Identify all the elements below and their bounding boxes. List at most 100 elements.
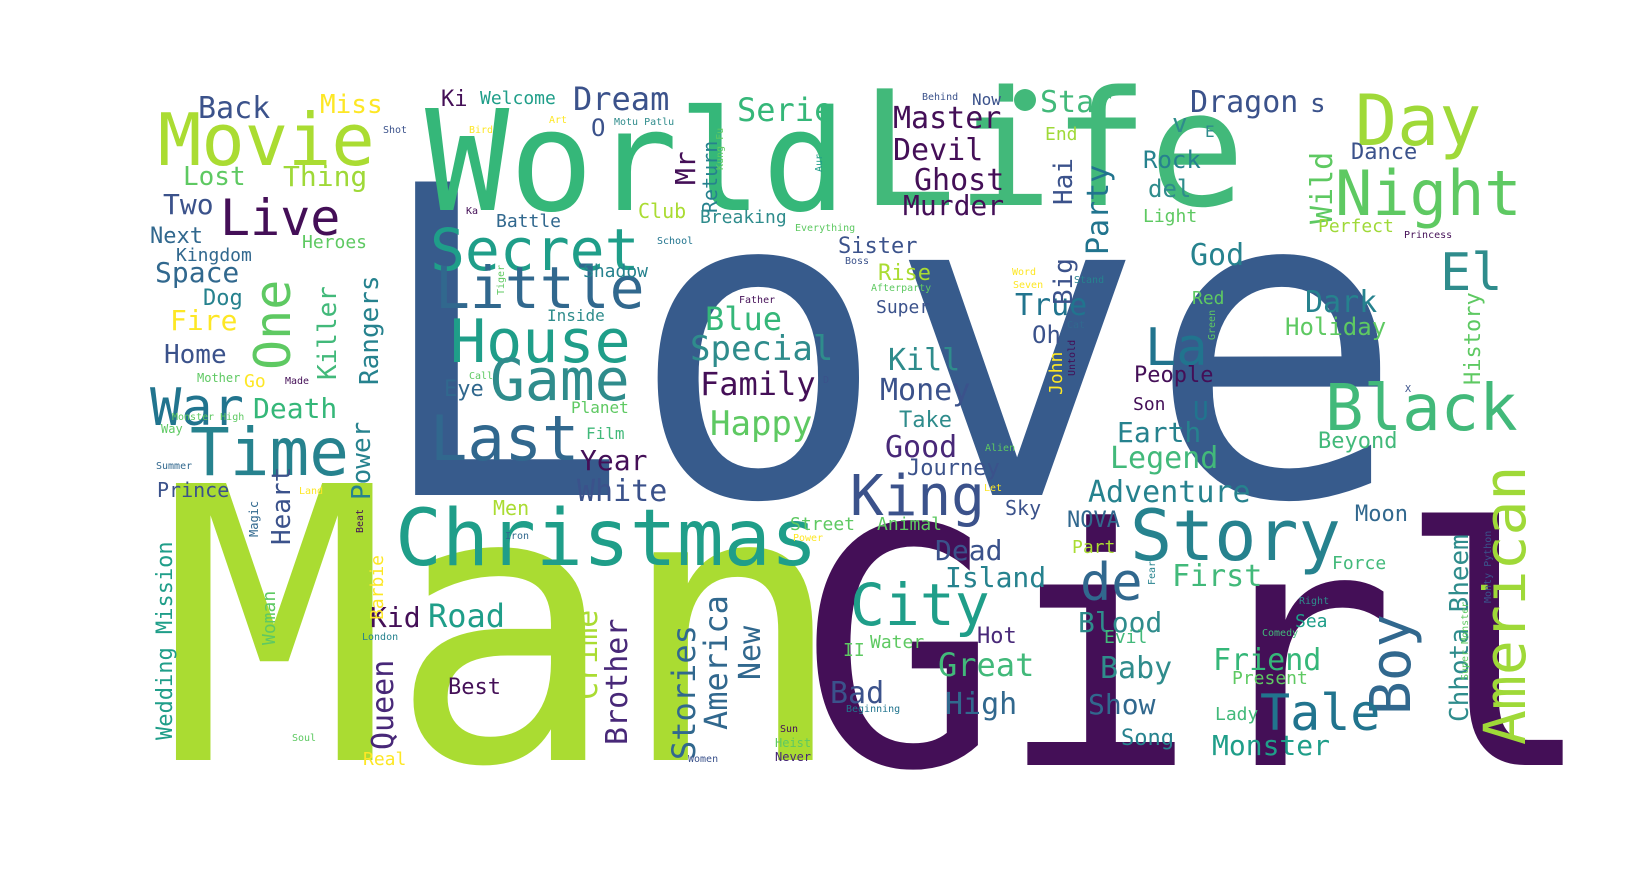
word-queen: Queen — [366, 660, 401, 750]
word-summer: Summer — [156, 461, 192, 472]
word-great: Great — [938, 646, 1034, 684]
word-sister: Sister — [838, 234, 917, 259]
word-adventure: Adventure — [1088, 475, 1251, 510]
word-boss: Boss — [845, 256, 869, 267]
word-kill: Kill — [888, 343, 960, 378]
word-beat: Beat — [355, 509, 366, 533]
word-year: Year — [580, 444, 647, 477]
word-wedding-mission: Wedding Mission — [153, 541, 178, 740]
word-devil: Devil — [893, 133, 983, 168]
word-call: Call — [469, 371, 493, 382]
word-de: de — [1080, 553, 1143, 613]
word-ii: II — [843, 640, 865, 661]
word-high: High — [945, 687, 1017, 722]
word-dragon: Dragon — [1190, 85, 1298, 120]
word-son: Son — [1133, 394, 1166, 415]
word-next: Next — [150, 224, 203, 249]
word-chhota-bheem: Chhota Bheem — [1445, 534, 1475, 722]
word-road: Road — [428, 597, 505, 635]
word-holiday: Holiday — [1285, 313, 1386, 341]
word-beyond: Beyond — [1318, 429, 1397, 454]
word-ki: Ki — [441, 87, 468, 112]
word-made: Made — [285, 376, 309, 387]
word-seven: Seven — [1013, 280, 1043, 291]
word-true: True — [1015, 288, 1087, 323]
word-london: London — [362, 632, 398, 643]
word-white: White — [577, 474, 667, 509]
word-right: Right — [1299, 596, 1329, 607]
word-star: Star — [1040, 85, 1112, 120]
word-ghost: Ghost — [914, 163, 1004, 198]
word-crime: Crime — [570, 610, 605, 700]
word-s: s — [1310, 89, 1326, 119]
word-moon: Moon — [1355, 502, 1408, 527]
word-home: Home — [164, 340, 227, 370]
word-oh: Oh — [1032, 321, 1061, 349]
word-el: El — [1440, 243, 1503, 303]
word-behind: Behind — [922, 92, 958, 103]
word-dream: Dream — [573, 80, 669, 118]
word-school: School — [657, 236, 693, 247]
word-evil: Evil — [1104, 627, 1147, 648]
word-shadow: Shadow — [583, 261, 648, 282]
word-island: Island — [945, 561, 1046, 594]
word-earth: Earth — [1117, 416, 1201, 449]
word-party: Party — [1081, 165, 1116, 255]
word-best: Best — [448, 675, 501, 700]
word-time: Time — [190, 414, 349, 491]
word-aur: Aur — [814, 154, 825, 172]
word-girl: Girl — [800, 459, 1595, 843]
word-journey: Journey — [907, 456, 1000, 481]
word-u: U — [1193, 397, 1209, 427]
word-black: Black — [1325, 372, 1518, 446]
word-kid: Kid — [370, 601, 421, 634]
word-baby: Baby — [1100, 651, 1172, 686]
word-american: American — [1471, 466, 1539, 745]
word-miss: Miss — [320, 90, 383, 120]
word-house: House — [450, 307, 631, 377]
word-land: Land — [299, 486, 323, 497]
word-monty-python: Monty Python — [1483, 531, 1494, 603]
word-heart: Heart — [267, 467, 297, 545]
word-dead: Dead — [935, 534, 1002, 567]
word-soul: Soul — [292, 733, 316, 744]
word-princess: Princess — [1404, 230, 1452, 241]
word-take: Take — [899, 408, 952, 433]
word-city: City — [850, 571, 990, 639]
word-force: Force — [1332, 553, 1386, 574]
word-love: Love — [370, 97, 1406, 597]
word-beginning: Beginning — [846, 704, 900, 715]
word-eye: Eye — [444, 377, 484, 402]
word-master: Master — [893, 101, 1001, 136]
word-x: X — [1405, 384, 1411, 395]
word-way: Way — [161, 422, 183, 436]
word-power: Power — [793, 533, 823, 544]
word-thing: Thing — [283, 160, 367, 193]
word-nova: NOVA — [1067, 508, 1120, 533]
word-live: Live — [220, 189, 340, 247]
word-sky: Sky — [1005, 496, 1041, 520]
word-mr: Mr — [669, 151, 702, 185]
word-everything: Everything — [795, 223, 855, 234]
word-super-monster: Super Monster — [1460, 602, 1471, 680]
word-sea: Sea — [1295, 611, 1328, 632]
word-monster-high: Monster High — [172, 412, 244, 423]
word-america: America — [697, 595, 735, 730]
word-new: New — [733, 625, 768, 680]
word-red: Red — [1192, 288, 1225, 309]
word-breaking: Breaking — [700, 207, 787, 228]
word-club: Club — [638, 199, 686, 223]
word-art: Art — [549, 115, 567, 126]
word-king: King — [850, 464, 985, 529]
word-space: Space — [155, 256, 239, 289]
word-return: Return — [698, 141, 722, 213]
word-fire: Fire — [170, 304, 237, 337]
word-special: Special — [690, 329, 833, 369]
word-super: Super — [876, 297, 930, 318]
word-cat: Cat — [1067, 320, 1085, 331]
word-present: Present — [1232, 668, 1308, 689]
word-world: World — [425, 81, 846, 244]
word-lost: Lost — [183, 162, 246, 192]
